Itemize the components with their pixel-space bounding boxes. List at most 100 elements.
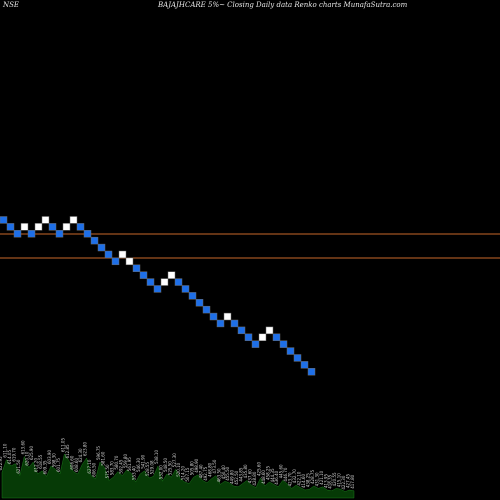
volume-price-label: 612.20 [34,458,39,472]
renko-brick-down [300,361,309,369]
volume-price-label: 417.80 [350,474,355,488]
renko-brick-down [55,230,64,238]
volume-price-label: 546.30 [136,458,141,472]
renko-brick-up [265,326,274,335]
volume-price-label: 592.45 [118,459,123,473]
renko-brick-down [174,278,183,286]
volume-price-label: 598.30 [51,453,56,467]
renko-brick-down [153,285,162,293]
volume-price-label: 527.30 [172,453,177,467]
renko-brick-down [230,319,239,328]
renko-brick-up [258,333,267,341]
volume-price-label: 529.08 [149,460,154,474]
volume-price-label: 418.35 [328,474,333,488]
volume-price-label: 452.50 [234,470,239,484]
volume-price-label: 627.10 [87,459,92,473]
volume-price-label: 621.50 [16,459,21,473]
renko-brick-up [118,250,127,259]
renko-brick-down [132,264,141,272]
renko-brick-down [237,326,246,335]
renko-brick-down [181,285,190,293]
volume-price-label: 520.10 [176,462,181,476]
volume-price-label: 427.45 [346,474,351,488]
volume-price-label: 422.30 [341,475,346,489]
volume-price-label: 421.10 [319,470,324,484]
renko-brick-up [223,312,232,321]
renko-brick-down [202,305,211,314]
renko-brick-down [6,223,15,231]
renko-brick-down [0,216,8,224]
volume-price-label: 414.60 [301,474,306,488]
volume-price-label: 473.50 [212,459,217,473]
volume-price-label: 613.60 [20,440,25,454]
volume-price-label: 606.50 [92,462,97,476]
renko-brick-down [251,340,260,348]
renko-brick-down [307,368,316,376]
volume-price-label: 624.30 [78,448,83,462]
volume-price-label: 449.80 [230,470,235,484]
renko-brick-down [272,333,281,341]
renko-brick-down [97,243,106,252]
volume-price-label: 611.05 [60,438,65,452]
volume-price-label: 450.40 [221,465,226,479]
volume-price-label: 614.05 [7,450,12,464]
renko-brick-down [146,278,155,286]
volume-price-label: 505.80 [190,461,195,475]
volume-price-label: 619.70 [11,447,16,461]
volume-price-label: 553.40 [132,466,137,480]
volume-price-label: 455.50 [225,466,230,480]
volume-price-label: 420.55 [332,472,337,486]
volume-price-label: 623.80 [83,442,88,456]
volume-price-label: 438.25 [305,473,310,487]
renko-brick-down [27,230,36,238]
volume-price-label: 532.00 [158,465,163,479]
volume-price-label: 507.15 [185,467,190,481]
volume-price-label: 548.50 [163,458,168,472]
renko-brick-down [139,271,148,279]
volume-price-label: 422.10 [297,471,302,485]
volume-price-label: 443.85 [239,467,244,481]
volume-price-label: 428.75 [310,470,315,484]
volume-price-label: 622.95 [0,456,3,470]
volume-price-label: 575.50 [105,464,110,478]
volume-price-label: 423.70 [288,472,293,486]
renko-brick-up [160,278,169,286]
volume-price-label: 458.25 [265,466,270,480]
renko-brick-down [111,257,120,266]
renko-brick-down [195,299,204,307]
renko-brick-down [48,223,57,231]
chart-title: BAJAJHCARE 5%~ Closing Daily data Renko … [158,1,408,9]
renko-brick-down [104,250,113,259]
renko-brick-down [209,312,218,321]
volume-price-label: 612.85 [65,444,70,458]
volume-area [1,453,355,499]
volume-price-label: 445.60 [279,464,284,478]
renko-brick-down [216,319,225,328]
renko-brick-up [69,216,78,224]
renko-brick-down [90,236,99,245]
volume-price-label: 448.60 [261,470,266,484]
volume-price-label: 620.10 [25,451,30,465]
renko-brick-down [244,333,253,341]
renko-brick-up [41,216,50,224]
volume-price-label: 618.55 [38,454,43,468]
volume-price-label: 444.35 [270,468,275,482]
volume-price-label: 611.10 [2,443,7,457]
renko-brick-down [13,230,22,238]
renko-brick-up [34,223,43,231]
renko-brick-down [279,340,288,348]
volume-price-label: 436.40 [274,470,279,484]
volume-price-label: 514.20 [181,466,186,480]
renko-brick-up [20,223,29,231]
renko-brick-down [293,354,302,362]
volume-price-label: 468.80 [207,462,212,476]
renko-brick-down [188,292,197,300]
volume-price-label: 431.30 [314,472,319,486]
volume-price-label: 437.60 [248,469,253,483]
renko-brick-up [125,257,134,266]
volume-price-label: 415.10 [337,473,342,487]
volume-price-label: 580.70 [114,455,119,469]
volume-price-label: 541.90 [141,454,146,468]
volume-price-label: 609.35 [43,460,48,474]
